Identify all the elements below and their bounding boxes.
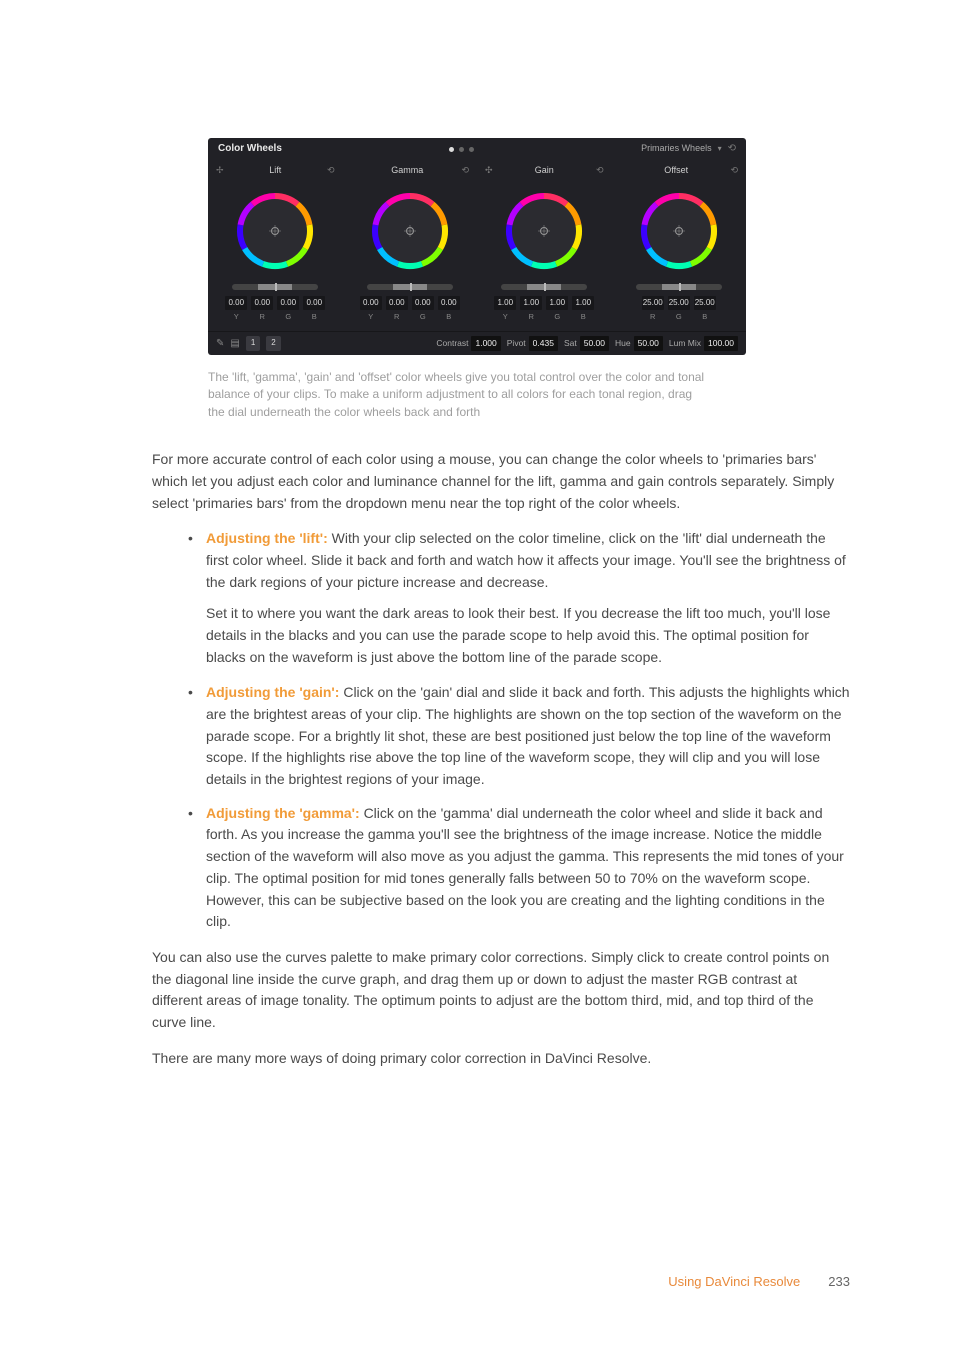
wheel-value[interactable]: 1.00	[546, 296, 568, 310]
param-label: Contrast	[436, 337, 468, 350]
footer-param[interactable]: Contrast1.000	[436, 336, 500, 351]
bullet-item: Adjusting the 'gain': Click on the 'gain…	[188, 682, 850, 790]
wheel-value[interactable]: 0.00	[277, 296, 299, 310]
panel-dots	[449, 147, 474, 152]
channel-label: B	[572, 311, 594, 323]
wheel-title: Gain	[535, 164, 554, 178]
wheel-title: Gamma	[391, 164, 423, 178]
param-label: Lum Mix	[669, 337, 701, 350]
wheel-gain: ✣ Gain ⟲ 1.00Y1.00R1.00G1.00B	[477, 160, 612, 331]
footer-param[interactable]: Lum Mix100.00	[669, 336, 738, 351]
footer-param[interactable]: Sat50.00	[564, 336, 609, 351]
wheel-title: Offset	[664, 164, 688, 178]
panel-footer: ✎ ▤ 1 2 Contrast1.000Pivot0.435Sat50.00H…	[208, 331, 746, 355]
wheel-value[interactable]: 0.00	[303, 296, 325, 310]
reset-icon[interactable]: ⟲	[461, 164, 469, 178]
color-wheel[interactable]	[349, 184, 472, 278]
bullet-item: Adjusting the 'lift': With your clip sel…	[188, 528, 850, 668]
wheel-left-icon[interactable]	[620, 164, 623, 178]
footer-param[interactable]: Hue50.00	[615, 336, 663, 351]
primaries-dropdown[interactable]: Primaries Wheels	[641, 142, 712, 156]
bullet-sub: Set it to where you want the dark areas …	[206, 603, 850, 668]
wheel-lift: ✢ Lift ⟲ 0.00Y0.00R0.00G0.00B	[208, 160, 343, 331]
footer-section-title: Using DaVinci Resolve	[668, 1272, 800, 1292]
wheel-dial[interactable]	[367, 284, 453, 290]
param-value[interactable]: 50.00	[634, 336, 663, 351]
channel-label: B	[438, 311, 460, 323]
wheel-left-icon[interactable]	[351, 164, 354, 178]
wand-icon[interactable]: ✎	[216, 336, 224, 352]
param-label: Sat	[564, 337, 577, 350]
wheel-offset: Offset ⟲ 25.00R25.00G25.00B	[612, 160, 747, 331]
wheel-value[interactable]: 25.00	[642, 296, 664, 310]
wheel-value[interactable]: 0.00	[438, 296, 460, 310]
bullet-item: Adjusting the 'gamma': Click on the 'gam…	[188, 803, 850, 933]
color-wheel[interactable]	[618, 184, 741, 278]
wheel-gamma: Gamma ⟲ 0.00Y0.00R0.00G0.00B	[343, 160, 478, 331]
color-wheel[interactable]	[214, 184, 337, 278]
wheel-value[interactable]: 0.00	[225, 296, 247, 310]
bullet-body: Click on the 'gamma' dial underneath the…	[206, 805, 844, 929]
channel-label: B	[303, 311, 325, 323]
wheel-value[interactable]: 0.00	[251, 296, 273, 310]
wheel-value[interactable]: 25.00	[668, 296, 690, 310]
wheel-value[interactable]: 25.00	[694, 296, 716, 310]
node-1-badge[interactable]: 1	[246, 336, 260, 350]
page-icon[interactable]: ▤	[230, 336, 239, 352]
dot-icon	[469, 147, 474, 152]
page-footer: Using DaVinci Resolve 233	[668, 1272, 850, 1292]
channel-label: G	[668, 311, 690, 323]
channel-label: G	[546, 311, 568, 323]
param-label: Pivot	[507, 337, 526, 350]
outro-paragraph-1: You can also use the curves palette to m…	[152, 947, 850, 1034]
color-wheels-panel: Color Wheels Primaries Wheels ▾ ⟲ ✢ Lift…	[208, 138, 746, 355]
channel-label: R	[386, 311, 408, 323]
param-label: Hue	[615, 337, 631, 350]
reset-icon[interactable]: ⟲	[728, 141, 736, 157]
panel-header: Color Wheels Primaries Wheels ▾ ⟲	[208, 138, 746, 160]
wheel-title: Lift	[269, 164, 281, 178]
bullet-title: Adjusting the 'lift':	[206, 530, 328, 546]
channel-label: Y	[225, 311, 247, 323]
reset-icon[interactable]: ⟲	[327, 164, 335, 178]
channel-label: G	[277, 311, 299, 323]
channel-label: R	[251, 311, 273, 323]
dot-icon	[449, 147, 454, 152]
node-2-badge[interactable]: 2	[266, 336, 280, 350]
channel-label: Y	[360, 311, 382, 323]
wheel-dial[interactable]	[232, 284, 318, 290]
intro-paragraph: For more accurate control of each color …	[152, 449, 850, 514]
dot-icon	[459, 147, 464, 152]
wheel-dial[interactable]	[636, 284, 722, 290]
param-value[interactable]: 50.00	[580, 336, 609, 351]
outro-paragraph-2: There are many more ways of doing primar…	[152, 1048, 850, 1070]
wheel-value[interactable]: 1.00	[572, 296, 594, 310]
bullet-title: Adjusting the 'gamma':	[206, 805, 360, 821]
footer-param[interactable]: Pivot0.435	[507, 336, 558, 351]
channel-label: G	[412, 311, 434, 323]
wheel-value[interactable]: 0.00	[360, 296, 382, 310]
wheel-value[interactable]: 1.00	[520, 296, 542, 310]
figure-caption: The 'lift, 'gamma', 'gain' and 'offset' …	[208, 369, 708, 421]
param-value[interactable]: 100.00	[704, 336, 738, 351]
wheel-value[interactable]: 0.00	[386, 296, 408, 310]
param-value[interactable]: 1.000	[471, 336, 500, 351]
channel-label: R	[642, 311, 664, 323]
param-value[interactable]: 0.435	[529, 336, 558, 351]
panel-title: Color Wheels	[218, 141, 282, 157]
chevron-down-icon[interactable]: ▾	[718, 143, 722, 155]
channel-label: Y	[494, 311, 516, 323]
channel-label: R	[520, 311, 542, 323]
footer-page-number: 233	[828, 1272, 850, 1292]
wheel-dial[interactable]	[501, 284, 587, 290]
wheel-left-icon[interactable]: ✢	[216, 164, 224, 178]
wheel-left-icon[interactable]: ✣	[485, 164, 493, 178]
color-wheel[interactable]	[483, 184, 606, 278]
wheel-value[interactable]: 0.00	[412, 296, 434, 310]
reset-icon[interactable]: ⟲	[730, 164, 738, 178]
channel-label: B	[694, 311, 716, 323]
bullet-title: Adjusting the 'gain':	[206, 684, 339, 700]
reset-icon[interactable]: ⟲	[596, 164, 604, 178]
wheel-value[interactable]: 1.00	[494, 296, 516, 310]
